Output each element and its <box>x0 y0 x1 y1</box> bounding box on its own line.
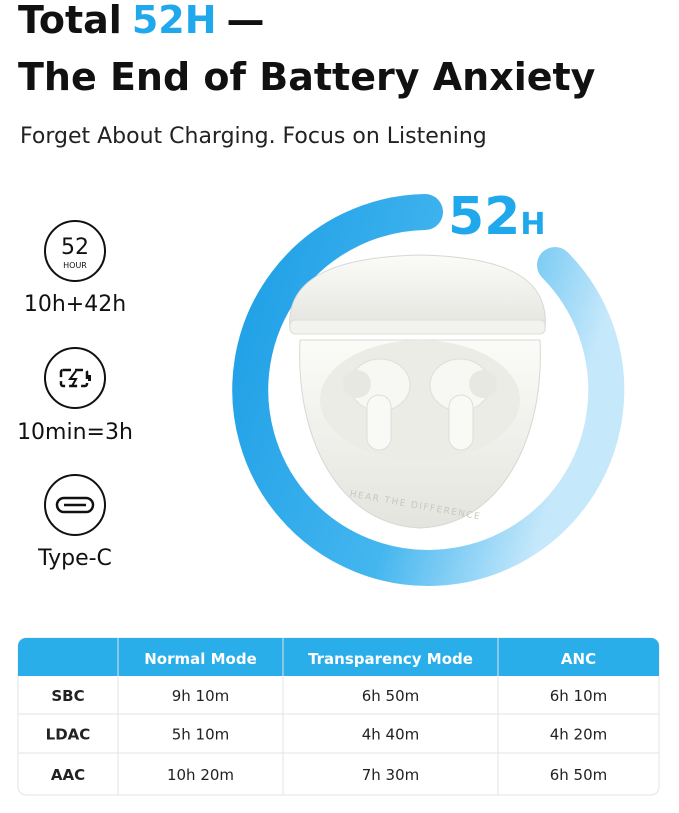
title-highlight: 52H <box>132 0 217 42</box>
title-line2: The End of Battery Anxiety <box>18 55 596 99</box>
feature-typec: Type-C <box>37 474 112 571</box>
earbuds-case: HEAR THE DIFFERENCE <box>289 254 546 529</box>
ring-unit: H <box>520 207 545 242</box>
icon-unit: HOUR <box>63 261 87 270</box>
subtitle: Forget About Charging. Focus on Listenin… <box>20 124 487 149</box>
row-label: LDAC <box>46 726 91 744</box>
table-cell: 9h 10m <box>172 687 230 705</box>
header-cell: Normal Mode <box>144 650 257 668</box>
title-line1: Total 52H — <box>18 0 265 42</box>
table-cell: 5h 10m <box>172 726 230 744</box>
feature-charge: 10min=3h <box>17 347 133 445</box>
battery-ring <box>232 194 625 586</box>
title-start: Total <box>18 0 122 42</box>
table-cell: 7h 30m <box>362 766 420 784</box>
table-cell: 4h 40m <box>362 726 420 744</box>
table-cell: 6h 50m <box>550 766 608 784</box>
earbud-right <box>429 358 497 451</box>
feature-label: 10min=3h <box>17 420 133 445</box>
table-cell: 6h 10m <box>550 687 608 705</box>
icon-number: 52 <box>61 235 89 260</box>
feature-label: Type-C <box>37 546 112 571</box>
table-cell: 10h 20m <box>167 766 234 784</box>
header-cell: Transparency Mode <box>308 650 473 668</box>
feature-hour: 52 HOUR 10h+42h <box>24 220 126 317</box>
table-header-bg <box>18 638 659 676</box>
ring-number: 52 <box>448 187 520 247</box>
row-label: SBC <box>51 687 84 705</box>
title-dash: — <box>227 0 265 42</box>
battery-table: Normal Mode Transparency Mode ANC SBC 9h 10m… <box>17 637 660 796</box>
table-cell: 4h 20m <box>550 726 608 744</box>
row-label: AAC <box>51 766 85 784</box>
earbud-left <box>343 358 411 451</box>
feature-label: 10h+42h <box>24 292 126 317</box>
ring-label: 52H <box>448 187 545 247</box>
table-cell: 6h 50m <box>362 687 420 705</box>
header-cell: ANC <box>561 650 596 668</box>
